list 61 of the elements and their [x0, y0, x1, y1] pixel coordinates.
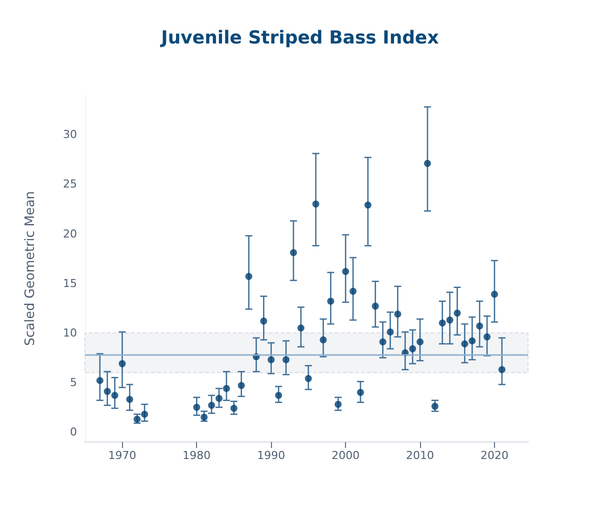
- point: [96, 377, 104, 384]
- y-tick-label: 10: [63, 326, 77, 340]
- point: [350, 288, 357, 295]
- point: [409, 345, 416, 352]
- point: [268, 356, 275, 364]
- y-axis-title: Scaled Geometric Mean: [23, 191, 38, 346]
- point: [275, 392, 282, 399]
- point: [431, 402, 438, 410]
- point: [238, 382, 245, 389]
- x-tick-label: 1970: [108, 449, 136, 462]
- point: [386, 328, 394, 336]
- x-tick-label: 2020: [480, 449, 508, 462]
- point: [141, 410, 148, 418]
- point: [356, 388, 364, 396]
- point: [297, 324, 304, 332]
- point: [394, 310, 402, 318]
- point: [498, 366, 506, 374]
- x-tick-label: 2000: [332, 449, 360, 462]
- point: [193, 404, 200, 411]
- point: [208, 402, 216, 409]
- y-tick-label: 20: [63, 227, 77, 240]
- point: [461, 340, 468, 348]
- x-tick-label: 2010: [406, 449, 434, 462]
- point: [230, 404, 238, 412]
- x-tick-label: 1990: [257, 449, 286, 462]
- point: [364, 202, 372, 209]
- point: [290, 249, 297, 256]
- point: [304, 375, 312, 382]
- point: [372, 302, 379, 310]
- point: [260, 318, 268, 325]
- point: [200, 414, 208, 421]
- point: [379, 338, 386, 346]
- point: [416, 338, 424, 346]
- y-tick-label: 25: [63, 178, 77, 191]
- point: [438, 320, 446, 327]
- point: [312, 200, 320, 208]
- point: [491, 290, 498, 298]
- point: [327, 298, 334, 305]
- point: [245, 272, 252, 280]
- point: [104, 388, 111, 395]
- y-tick-label: 15: [63, 276, 77, 290]
- point: [118, 360, 126, 368]
- point: [320, 336, 327, 344]
- chart-title: Juvenile Striped Bass Index: [159, 28, 440, 48]
- y-tick-label: 0: [70, 426, 77, 439]
- point: [446, 316, 454, 324]
- point: [222, 384, 230, 392]
- y-tick-label: 5: [70, 376, 77, 390]
- point: [282, 356, 290, 364]
- point: [126, 396, 134, 403]
- point: [424, 160, 431, 167]
- point: [484, 333, 491, 340]
- point: [216, 394, 223, 402]
- point: [342, 268, 350, 275]
- point: [111, 392, 118, 399]
- point: [468, 337, 476, 344]
- point: [334, 400, 342, 408]
- point: [476, 322, 484, 330]
- point: [454, 310, 461, 317]
- x-tick-label: 1980: [182, 449, 211, 462]
- y-tick-label: 30: [63, 128, 77, 142]
